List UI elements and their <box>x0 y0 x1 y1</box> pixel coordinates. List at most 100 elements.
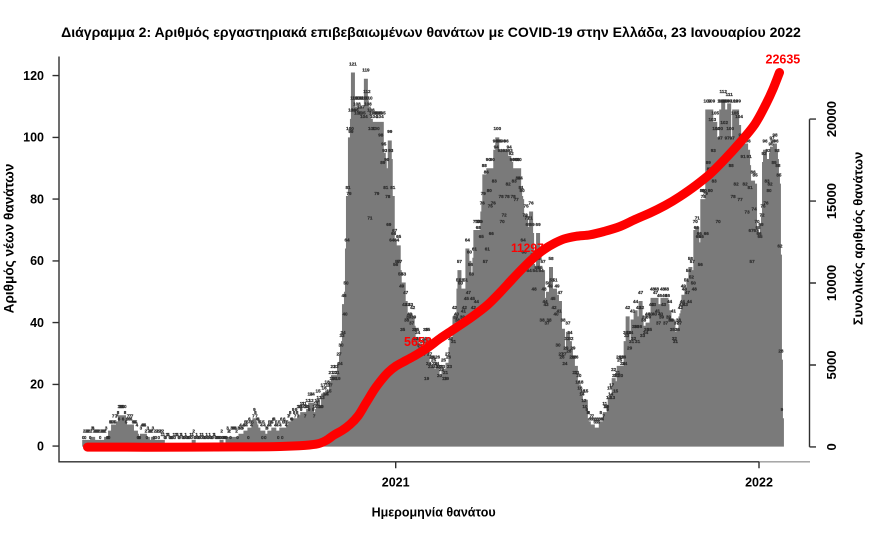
svg-text:48: 48 <box>682 287 688 292</box>
svg-text:6: 6 <box>599 416 602 421</box>
svg-text:88: 88 <box>775 163 781 168</box>
svg-text:43: 43 <box>683 302 689 307</box>
svg-text:0: 0 <box>37 439 44 453</box>
svg-text:70: 70 <box>477 219 483 224</box>
svg-text:80: 80 <box>702 188 708 193</box>
svg-text:88: 88 <box>482 163 488 168</box>
svg-text:30: 30 <box>417 342 423 347</box>
svg-text:7: 7 <box>112 413 115 418</box>
svg-text:93: 93 <box>382 148 388 153</box>
svg-text:75: 75 <box>760 203 766 208</box>
svg-text:31: 31 <box>420 339 426 344</box>
svg-text:48: 48 <box>660 287 666 292</box>
svg-text:34: 34 <box>567 330 573 335</box>
svg-text:5: 5 <box>246 420 249 425</box>
svg-text:104: 104 <box>735 114 743 119</box>
svg-text:0: 0 <box>107 435 110 440</box>
svg-text:76: 76 <box>529 200 535 205</box>
svg-text:3: 3 <box>232 426 235 431</box>
svg-text:10: 10 <box>121 404 127 409</box>
svg-text:5: 5 <box>114 420 117 425</box>
svg-text:6: 6 <box>591 416 594 421</box>
svg-text:7: 7 <box>255 413 258 418</box>
svg-text:0: 0 <box>188 435 191 440</box>
svg-text:2: 2 <box>90 429 93 434</box>
svg-text:88: 88 <box>729 163 735 168</box>
svg-text:9: 9 <box>300 407 303 412</box>
svg-text:40: 40 <box>342 311 348 316</box>
svg-text:5: 5 <box>134 420 137 425</box>
svg-text:39: 39 <box>646 315 652 320</box>
svg-text:0: 0 <box>137 435 140 440</box>
svg-text:12: 12 <box>315 398 321 403</box>
svg-text:2: 2 <box>154 429 157 434</box>
svg-text:5: 5 <box>278 420 281 425</box>
svg-text:35: 35 <box>670 327 676 332</box>
svg-text:7: 7 <box>590 413 593 418</box>
svg-text:109: 109 <box>730 98 738 103</box>
svg-text:57: 57 <box>750 259 756 264</box>
svg-text:81: 81 <box>519 185 525 190</box>
svg-text:68: 68 <box>694 225 700 230</box>
svg-text:39: 39 <box>406 315 412 320</box>
svg-text:110: 110 <box>359 95 367 100</box>
svg-text:0: 0 <box>261 435 264 440</box>
svg-text:10: 10 <box>604 404 610 409</box>
svg-text:48: 48 <box>664 287 670 292</box>
svg-text:37: 37 <box>677 321 683 326</box>
svg-text:47: 47 <box>403 290 409 295</box>
svg-text:48: 48 <box>654 287 660 292</box>
svg-text:110: 110 <box>361 95 369 100</box>
svg-text:8: 8 <box>588 410 591 415</box>
svg-text:83: 83 <box>712 179 718 184</box>
svg-text:23: 23 <box>440 364 446 369</box>
svg-text:3: 3 <box>231 426 234 431</box>
svg-text:65: 65 <box>699 234 705 239</box>
svg-text:44: 44 <box>667 299 673 304</box>
svg-text:44: 44 <box>474 299 480 304</box>
svg-text:39: 39 <box>642 315 648 320</box>
svg-text:39: 39 <box>659 315 665 320</box>
svg-text:0: 0 <box>190 435 193 440</box>
svg-text:42: 42 <box>452 305 458 310</box>
svg-text:50: 50 <box>545 281 551 286</box>
svg-text:47: 47 <box>557 290 563 295</box>
svg-text:69: 69 <box>536 222 542 227</box>
svg-text:82: 82 <box>767 182 773 187</box>
svg-text:41: 41 <box>630 308 636 313</box>
svg-text:0: 0 <box>200 435 203 440</box>
svg-text:76: 76 <box>480 200 486 205</box>
svg-text:2: 2 <box>227 429 230 434</box>
svg-text:1: 1 <box>184 432 187 437</box>
svg-text:42: 42 <box>636 305 642 310</box>
svg-text:2: 2 <box>145 429 148 434</box>
svg-text:46: 46 <box>657 293 663 298</box>
svg-text:23: 23 <box>333 364 339 369</box>
svg-text:64: 64 <box>394 237 400 242</box>
svg-text:69: 69 <box>526 222 532 227</box>
svg-text:93: 93 <box>508 148 514 153</box>
svg-text:57: 57 <box>540 259 546 264</box>
svg-text:13: 13 <box>317 395 323 400</box>
svg-text:99: 99 <box>387 129 393 134</box>
svg-text:109: 109 <box>718 98 726 103</box>
svg-text:72: 72 <box>523 213 529 218</box>
svg-text:43: 43 <box>402 302 408 307</box>
svg-text:26: 26 <box>446 355 452 360</box>
svg-text:17: 17 <box>321 382 327 387</box>
svg-text:2: 2 <box>87 429 90 434</box>
svg-text:2: 2 <box>228 429 231 434</box>
svg-text:45: 45 <box>550 296 556 301</box>
svg-text:7: 7 <box>313 413 316 418</box>
svg-text:23: 23 <box>433 364 439 369</box>
svg-text:34: 34 <box>340 330 346 335</box>
svg-text:89: 89 <box>380 160 386 165</box>
svg-text:80: 80 <box>30 192 44 206</box>
svg-text:65: 65 <box>396 234 402 239</box>
svg-text:5: 5 <box>251 420 254 425</box>
svg-text:24: 24 <box>622 361 628 366</box>
svg-text:2: 2 <box>101 429 104 434</box>
svg-text:65: 65 <box>757 234 763 239</box>
svg-text:70: 70 <box>693 219 699 224</box>
svg-text:38: 38 <box>540 318 546 323</box>
